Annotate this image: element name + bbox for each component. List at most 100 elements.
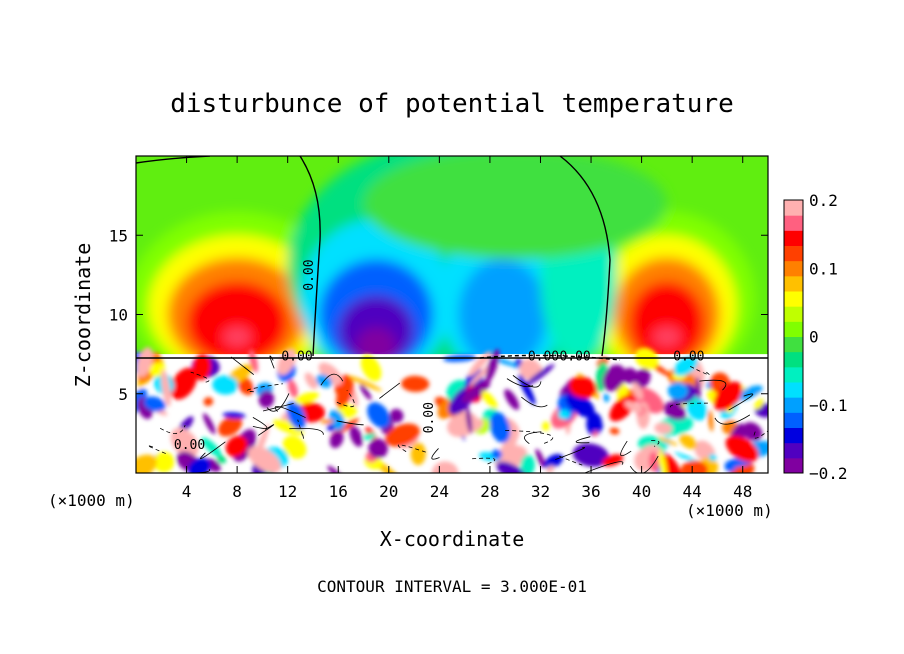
contour-interval: CONTOUR INTERVAL = 3.000E-01 [317,577,587,596]
plot-area: 0.000.000.000.000.00 0.00 0.00 [136,156,768,473]
turbulence-patch [680,460,708,473]
turbulence-patch [624,400,644,414]
field-band [458,259,547,370]
turbulence-patch [601,454,624,467]
contour-line [629,455,659,473]
turbulence-patch [360,354,382,382]
turbulence-patch [621,367,638,384]
turbulence-patch [504,389,520,410]
x-tick-label: 28 [480,482,499,501]
colorbar-swatch [784,230,803,246]
x-axis-unit-right: (×1000 m) [686,501,773,520]
turbulence-patch [520,454,535,473]
turbulence-patch [632,382,644,400]
turbulence-patch [754,398,764,410]
contour-line [246,383,283,393]
colorbar-swatch [784,260,803,277]
turbulence-patch [565,392,595,418]
turbulence-patch [679,434,698,450]
colorbar-swatch [784,351,803,368]
turbulence-patch [258,390,275,408]
contour-line [699,379,727,391]
colorbar-tick-label: −0.2 [809,464,848,483]
turbulence-patch [524,364,555,387]
turbulence-patch [136,454,157,473]
turbulence-patch [203,413,216,435]
turbulence-patch [673,356,698,377]
turbulence-patch [657,436,678,446]
contour-line-dashed [479,354,621,361]
contour-line [159,425,186,434]
turbulence-patch [335,380,354,408]
turbulence-patch [648,451,659,473]
turbulence-patch [634,368,651,388]
turbulence-patch [277,348,297,376]
turbulence-patch [481,390,498,409]
contour-labels: 0.000.000.000.000.00 0.00 0.00 [174,259,705,453]
turbulence-patch [542,421,550,432]
contour-line [505,430,554,444]
contour-line [555,446,586,461]
contour-line [200,441,226,460]
turbulence-patch [603,393,610,403]
x-tick-label: 4 [182,482,192,501]
contour-line [559,455,583,466]
turbulence-patch [389,408,404,423]
contour-line [320,373,344,386]
turbulence-patch [203,397,214,407]
x-tick-label: 12 [278,482,297,501]
contour-line [670,402,708,408]
turbulence-patch [170,367,198,400]
turbulence-patch [218,415,243,437]
contour-line [559,156,611,357]
y-axis-label: Z-coordinate [71,243,95,388]
upper-field [136,156,756,394]
contour-line [183,468,211,473]
turbulence-patch [557,409,570,420]
contour-line [583,461,624,473]
turbulence-patch [489,412,511,443]
turbulence-patch [282,435,307,459]
contour-line [397,444,428,454]
turbulence-patch [546,465,555,473]
contour-line [431,448,440,460]
x-axis-unit-left: (×1000 m) [48,491,135,510]
colorbar-swatch [784,245,803,262]
contour-line [147,445,168,455]
turbulence-patch [465,406,473,434]
field-band [186,281,288,364]
x-tick-label: 48 [733,482,752,501]
turbulence-patch [592,430,598,437]
contour-line [289,427,324,435]
turbulence-patch [385,423,420,447]
x-tick-label: 32 [531,482,550,501]
turbulence-patch [519,358,541,380]
contour-line [651,440,660,447]
contour-label: 0.00 [673,349,704,364]
y-axis: 5 10 15 [109,226,768,404]
turbulence-patch [695,377,701,400]
chart-title: disturbunce of potential temperature [170,89,734,119]
turbulence-patch [217,455,227,464]
contour-label: 0.00 [422,402,437,433]
turbulence-patch [136,347,153,377]
turbulence-patch [667,382,688,400]
contour-label: 0.00 [302,259,317,290]
turbulence-patch [225,435,248,457]
field-band [628,281,705,364]
contour-line [274,405,306,419]
contour-line [336,420,364,426]
x-tick-label: 44 [683,482,702,501]
colorbar-tick-label: 0.2 [809,191,838,210]
contour-line [257,424,275,436]
y-tick-label: 5 [118,385,128,404]
turbulence-patch [286,401,306,430]
turbulence-patch [201,437,222,458]
turbulence-patch [192,353,212,381]
turbulence-patch [136,388,148,415]
contour-line [524,431,542,445]
turbulence-patch [287,379,298,398]
colorbar-swatch [784,200,803,216]
turbulence-patch [654,422,673,435]
